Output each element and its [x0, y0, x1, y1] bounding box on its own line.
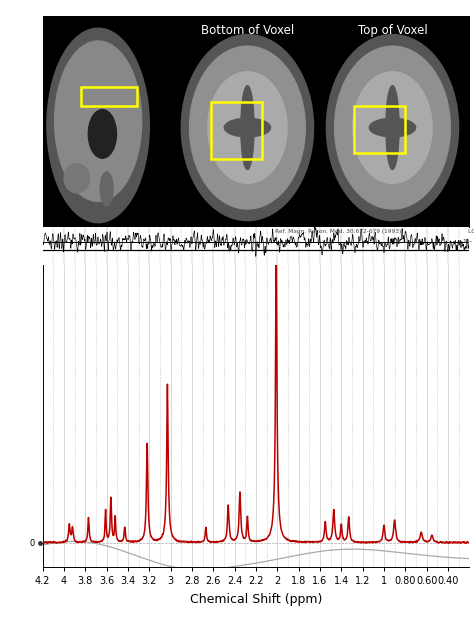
- Text: 15-: 15-: [462, 239, 472, 244]
- Ellipse shape: [386, 86, 399, 169]
- Ellipse shape: [335, 46, 450, 209]
- Ellipse shape: [55, 41, 142, 202]
- Text: Ref. Magn. Reson. Med. 30:672-679 (1993).: Ref. Magn. Reson. Med. 30:672-679 (1993)…: [275, 229, 403, 234]
- Ellipse shape: [241, 86, 254, 169]
- Ellipse shape: [181, 35, 313, 221]
- Text: Bottom of Voxel: Bottom of Voxel: [201, 24, 294, 37]
- Bar: [81, 87, 137, 107]
- Text: LCModel (Version 6.3-1H) Copyright  S.W. Provencher.: LCModel (Version 6.3-1H) Copyright S.W. …: [468, 229, 474, 234]
- Ellipse shape: [369, 118, 416, 137]
- Ellipse shape: [326, 35, 459, 221]
- Ellipse shape: [47, 28, 149, 223]
- Bar: [211, 102, 262, 159]
- Ellipse shape: [190, 46, 305, 209]
- Ellipse shape: [88, 110, 117, 158]
- Ellipse shape: [64, 164, 90, 193]
- X-axis label: Chemical Shift (ppm): Chemical Shift (ppm): [190, 593, 322, 606]
- Text: Top of Voxel: Top of Voxel: [357, 24, 428, 37]
- Ellipse shape: [224, 118, 271, 137]
- Ellipse shape: [208, 72, 287, 184]
- Ellipse shape: [353, 72, 432, 184]
- Bar: [354, 107, 405, 153]
- Ellipse shape: [100, 172, 113, 206]
